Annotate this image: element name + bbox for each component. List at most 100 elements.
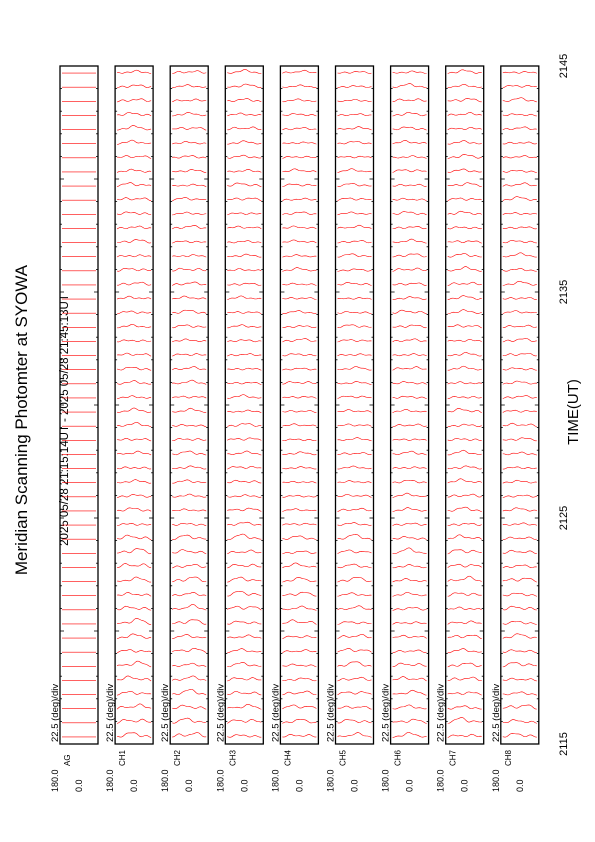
trace-line bbox=[337, 563, 372, 569]
trace-line bbox=[227, 182, 262, 187]
trace-line bbox=[227, 563, 262, 569]
trace-line bbox=[172, 141, 207, 145]
y-top-label: 180.0 bbox=[436, 769, 446, 792]
y-bottom-label: 0.0 bbox=[350, 779, 360, 792]
trace-line bbox=[502, 97, 537, 103]
scale-label: 22.5 (deg)/div bbox=[215, 684, 226, 742]
trace-line bbox=[392, 607, 427, 611]
trace-line bbox=[337, 621, 372, 625]
trace-line bbox=[502, 577, 537, 583]
y-top-label: 180.0 bbox=[491, 769, 501, 792]
scale-label: 22.5 (deg)/div bbox=[160, 684, 171, 742]
y-bottom-label: 0.0 bbox=[184, 779, 194, 792]
y-bottom-label: 0.0 bbox=[294, 779, 304, 792]
trace-line bbox=[447, 226, 482, 230]
trace-line bbox=[172, 704, 207, 710]
trace-line bbox=[337, 366, 372, 371]
trace-line bbox=[282, 451, 317, 456]
trace-line bbox=[502, 592, 537, 597]
trace-line bbox=[282, 84, 317, 88]
trace-line bbox=[447, 126, 482, 131]
trace-line bbox=[447, 140, 482, 145]
trace-line bbox=[172, 662, 207, 667]
trace-line bbox=[117, 466, 152, 470]
trace-line bbox=[117, 407, 152, 413]
trace-line bbox=[337, 297, 372, 300]
trace-line bbox=[282, 605, 317, 611]
trace-line bbox=[337, 452, 372, 455]
trace-line bbox=[392, 183, 427, 187]
trace-line bbox=[392, 408, 427, 413]
trace-line bbox=[337, 240, 372, 244]
trace-line bbox=[282, 396, 317, 399]
trace-line bbox=[337, 661, 372, 667]
trace-line bbox=[227, 225, 262, 229]
y-top-label: 180.0 bbox=[215, 769, 225, 792]
scale-label: 22.5 (deg)/div bbox=[270, 684, 281, 742]
trace-line bbox=[447, 575, 482, 582]
trace-line bbox=[117, 548, 152, 555]
trace-line bbox=[392, 226, 427, 230]
panel-frame bbox=[389, 65, 430, 745]
trace-line bbox=[337, 732, 372, 738]
trace-line bbox=[447, 381, 482, 385]
trace-line bbox=[117, 395, 152, 399]
trace-line bbox=[282, 494, 317, 498]
trace-line bbox=[116, 450, 152, 456]
trace-line bbox=[392, 689, 427, 696]
trace-line bbox=[447, 449, 482, 456]
trace-line bbox=[172, 281, 207, 286]
trace-line bbox=[117, 618, 152, 625]
trace-line bbox=[447, 717, 482, 724]
channel-label: CH5 bbox=[339, 749, 348, 766]
trace-line bbox=[282, 410, 317, 413]
trace-line bbox=[502, 451, 537, 456]
trace-line bbox=[227, 576, 262, 583]
trace-line bbox=[172, 155, 207, 159]
trace-line bbox=[502, 549, 537, 554]
trace-line bbox=[116, 254, 152, 258]
trace-line bbox=[172, 169, 207, 173]
trace-line bbox=[502, 380, 537, 385]
trace-line bbox=[337, 155, 372, 159]
y-top-label: 180.0 bbox=[270, 769, 280, 792]
trace-line bbox=[117, 98, 152, 103]
trace-line bbox=[172, 592, 207, 597]
trace-line bbox=[227, 112, 262, 117]
trace-line bbox=[282, 677, 317, 682]
trace-line bbox=[392, 267, 427, 272]
x-tick-label: 2135 bbox=[558, 280, 570, 304]
trace-line bbox=[172, 267, 207, 272]
trace-line bbox=[337, 423, 372, 427]
trace-line bbox=[227, 197, 262, 202]
trace-line bbox=[337, 224, 372, 229]
trace-line bbox=[117, 605, 152, 611]
trace-line bbox=[172, 98, 207, 103]
trace-line bbox=[282, 239, 317, 244]
trace-line bbox=[227, 140, 262, 145]
trace-line bbox=[392, 492, 427, 498]
trace-line bbox=[172, 127, 207, 131]
channel-label: AG bbox=[63, 754, 72, 766]
trace-line bbox=[447, 395, 482, 399]
trace-line bbox=[172, 675, 207, 681]
trace-line bbox=[502, 621, 537, 625]
trace-line bbox=[392, 366, 427, 371]
trace-line bbox=[117, 380, 152, 385]
trace-line bbox=[172, 508, 207, 512]
trace-line bbox=[227, 703, 262, 710]
trace-line bbox=[392, 466, 427, 469]
trace-line bbox=[447, 620, 482, 625]
trace-line bbox=[337, 534, 372, 540]
trace-line bbox=[502, 522, 537, 526]
trace-line bbox=[502, 733, 537, 738]
trace-line bbox=[337, 592, 372, 597]
trace-line bbox=[227, 591, 262, 597]
trace-line bbox=[172, 211, 207, 216]
trace-line bbox=[172, 225, 207, 230]
trace-line bbox=[116, 703, 152, 710]
trace-line bbox=[502, 649, 537, 653]
trace-line bbox=[172, 493, 207, 498]
trace-line bbox=[502, 395, 537, 399]
